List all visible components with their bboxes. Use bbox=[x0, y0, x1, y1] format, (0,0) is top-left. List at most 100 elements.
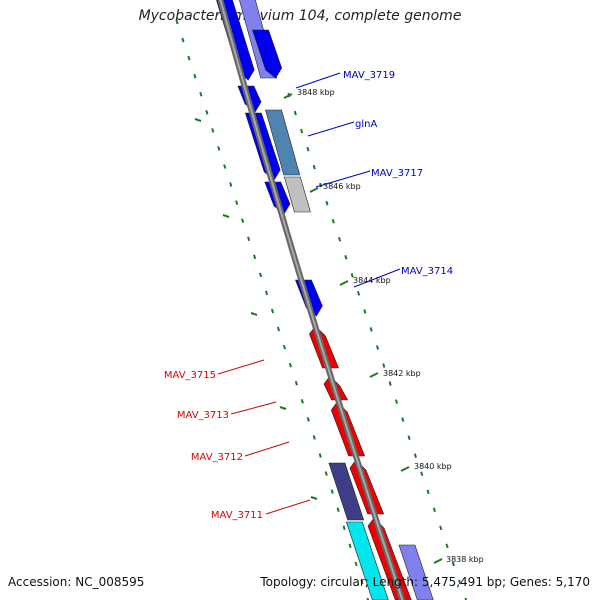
gene-bottom-pale bbox=[398, 544, 434, 600]
gene-label-mav-3711[interactable]: MAV_3711 bbox=[211, 510, 263, 521]
inner-tick bbox=[388, 381, 392, 386]
inner-tick bbox=[432, 507, 436, 513]
gene-glna bbox=[265, 109, 301, 176]
outer-tick bbox=[175, 19, 179, 25]
outer-tick bbox=[360, 579, 364, 585]
inner-tick bbox=[420, 471, 424, 477]
gene-cyan bbox=[345, 521, 389, 600]
outer-tick bbox=[306, 417, 310, 422]
inner-tick bbox=[458, 579, 462, 585]
outer-tick bbox=[211, 128, 215, 133]
tick-label-3848: 3848 kbp bbox=[297, 88, 335, 97]
outer-tick bbox=[217, 146, 221, 151]
inner-tick bbox=[439, 525, 443, 531]
inner-tick bbox=[369, 327, 373, 332]
major-tick-2 bbox=[339, 280, 349, 286]
outer-tick bbox=[181, 37, 185, 43]
label-leaders bbox=[217, 72, 401, 515]
outer-major-tick-1 bbox=[222, 214, 230, 218]
tick-label-3838: 3838 kbp bbox=[446, 555, 484, 564]
major-tick-4 bbox=[400, 466, 410, 472]
outer-tick bbox=[300, 399, 304, 404]
leader-line-1 bbox=[307, 121, 355, 137]
inner-tick bbox=[338, 236, 342, 242]
leader-line-7 bbox=[265, 499, 311, 515]
outer-tick bbox=[336, 507, 340, 512]
inner-tick bbox=[300, 128, 304, 134]
leader-line-5 bbox=[230, 401, 277, 415]
outer-tick bbox=[330, 489, 334, 494]
gene-dark bbox=[328, 462, 365, 521]
inner-tick bbox=[306, 146, 310, 152]
inner-tick bbox=[356, 291, 361, 296]
tick-marks bbox=[175, 19, 468, 600]
inner-tick bbox=[451, 561, 455, 567]
outer-tick bbox=[342, 525, 346, 531]
inner-tick bbox=[401, 417, 405, 422]
outer-tick bbox=[276, 326, 281, 332]
inner-tick bbox=[344, 255, 348, 260]
outer-major-tick-2 bbox=[250, 312, 258, 316]
gene-label-mav-3715[interactable]: MAV_3715 bbox=[164, 370, 216, 381]
leader-line-6 bbox=[244, 441, 290, 457]
gene-label-glna[interactable]: glnA bbox=[355, 119, 377, 130]
inner-tick bbox=[464, 597, 468, 600]
tick-label-3840: 3840 kbp bbox=[414, 462, 452, 471]
outer-tick bbox=[282, 344, 286, 350]
tick-label-3846: 3846 kbp bbox=[323, 182, 361, 191]
outer-tick bbox=[241, 218, 245, 223]
tick-label-3842: 3842 kbp bbox=[383, 369, 421, 378]
outer-tick bbox=[193, 73, 197, 79]
outer-major-tick-3 bbox=[279, 406, 287, 410]
backbone bbox=[217, 0, 406, 600]
outer-major-tick-0 bbox=[194, 118, 202, 122]
inner-tick bbox=[325, 200, 329, 206]
outer-tick bbox=[235, 200, 239, 205]
gene-rna-grey bbox=[283, 176, 311, 213]
genome-summary-text: Topology: circular; Length: 5,475,491 bp… bbox=[260, 575, 590, 589]
gene-label-mav-3713[interactable]: MAV_3713 bbox=[177, 410, 229, 421]
inner-tick bbox=[426, 489, 430, 495]
leader-line-3 bbox=[353, 268, 401, 288]
outer-tick bbox=[264, 290, 269, 296]
leader-line-2 bbox=[315, 170, 371, 188]
outer-tick bbox=[288, 362, 292, 368]
outer-major-tick-4 bbox=[310, 496, 318, 500]
outer-tick bbox=[270, 308, 275, 314]
accession-text: Accession: NC_008595 bbox=[8, 575, 145, 589]
inner-tick bbox=[331, 218, 335, 224]
leader-line-0 bbox=[295, 72, 341, 89]
outer-tick bbox=[187, 55, 191, 61]
outer-tick bbox=[294, 380, 298, 386]
inner-tick bbox=[350, 273, 354, 278]
inner-tick bbox=[375, 345, 380, 350]
outer-tick bbox=[318, 453, 322, 458]
gene-label-mav-3719[interactable]: MAV_3719 bbox=[343, 70, 395, 81]
leader-line-4 bbox=[217, 359, 265, 375]
outer-tick bbox=[199, 91, 203, 97]
gene-label-mav-3714[interactable]: MAV_3714 bbox=[401, 266, 453, 277]
outer-tick bbox=[247, 236, 251, 242]
gene-label-mav-3717[interactable]: MAV_3717 bbox=[371, 168, 423, 179]
gene-fwd-top-b bbox=[252, 29, 283, 79]
inner-tick bbox=[394, 399, 399, 404]
outer-tick bbox=[354, 561, 358, 567]
backbone-highlight bbox=[219, 0, 404, 600]
major-tick-0 bbox=[283, 93, 293, 99]
outer-tick bbox=[366, 597, 370, 600]
inner-tick bbox=[293, 110, 297, 116]
inner-tick bbox=[413, 453, 417, 459]
inner-tick bbox=[407, 435, 411, 440]
major-tick-5 bbox=[433, 558, 443, 564]
inner-tick bbox=[382, 363, 386, 368]
outer-tick bbox=[253, 254, 257, 260]
outer-tick bbox=[324, 471, 328, 476]
outer-tick bbox=[229, 182, 233, 187]
outer-tick bbox=[259, 272, 263, 278]
map-title: Mycobacterium avium 104, complete genome bbox=[138, 8, 462, 24]
gene-label-mav-3712[interactable]: MAV_3712 bbox=[191, 452, 243, 463]
inner-tick bbox=[312, 164, 316, 170]
outer-tick bbox=[312, 435, 316, 440]
outer-tick bbox=[205, 110, 209, 115]
